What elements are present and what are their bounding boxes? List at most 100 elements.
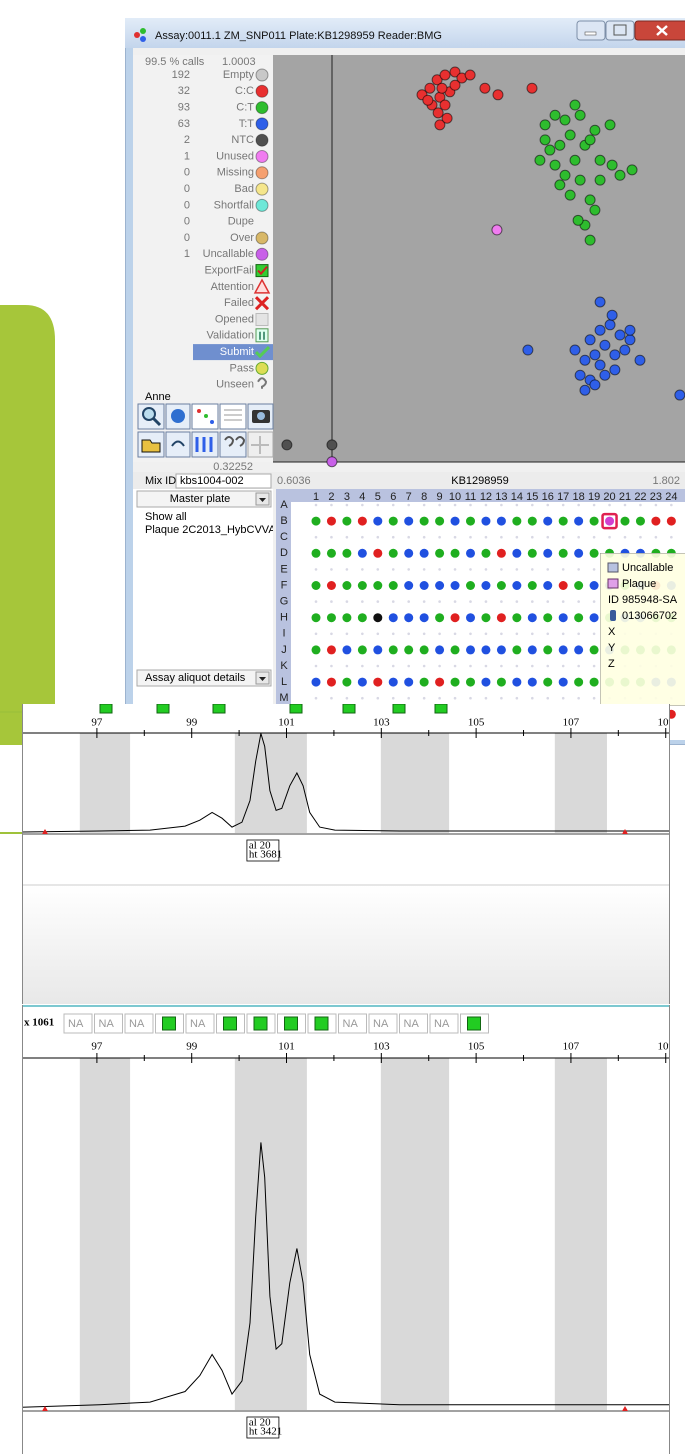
well[interactable] — [527, 548, 537, 558]
status-label[interactable]: Unseen — [216, 379, 254, 391]
well[interactable] — [496, 548, 506, 558]
well[interactable] — [388, 613, 398, 623]
well[interactable] — [543, 613, 553, 623]
plate-list-item[interactable]: Plaque 2C2013_HybCVVA — [145, 524, 276, 536]
well[interactable] — [435, 677, 445, 687]
well[interactable] — [481, 645, 491, 655]
well[interactable] — [450, 581, 460, 590]
well[interactable] — [512, 516, 522, 526]
well[interactable] — [419, 548, 429, 558]
status-label[interactable]: ExportFail — [204, 265, 254, 277]
well[interactable] — [404, 677, 414, 687]
well[interactable] — [666, 516, 676, 526]
well[interactable] — [357, 516, 367, 526]
well[interactable] — [466, 548, 475, 558]
well[interactable] — [342, 613, 352, 623]
well[interactable] — [527, 677, 537, 687]
status-label[interactable]: Validation — [207, 330, 255, 342]
well[interactable] — [589, 645, 599, 655]
well[interactable] — [388, 548, 398, 558]
well[interactable] — [512, 677, 522, 687]
report-button[interactable] — [219, 403, 247, 430]
well[interactable] — [466, 613, 475, 623]
well[interactable] — [512, 645, 522, 655]
undo-button[interactable] — [165, 431, 191, 458]
pass-cell[interactable] — [162, 1016, 176, 1031]
plate-dropdown[interactable] — [136, 490, 272, 508]
well[interactable] — [342, 677, 352, 687]
well[interactable] — [435, 645, 445, 655]
well[interactable] — [326, 677, 336, 687]
status-label[interactable]: Pass — [230, 362, 255, 374]
well[interactable] — [466, 516, 475, 526]
status-label[interactable]: Attention — [211, 281, 254, 293]
header-cell[interactable] — [338, 1013, 367, 1034]
well[interactable] — [574, 581, 584, 590]
query-button[interactable] — [219, 431, 247, 458]
well[interactable] — [496, 613, 506, 623]
well[interactable] — [605, 516, 615, 526]
well[interactable] — [419, 581, 429, 590]
well[interactable] — [527, 613, 537, 623]
pass-cell[interactable] — [223, 1016, 237, 1031]
well[interactable] — [357, 677, 367, 687]
well[interactable] — [326, 613, 336, 623]
well[interactable] — [512, 613, 522, 623]
well[interactable] — [589, 516, 599, 526]
well[interactable] — [574, 548, 584, 558]
well[interactable] — [527, 516, 537, 526]
well[interactable] — [512, 581, 522, 590]
header-cell[interactable] — [399, 1013, 428, 1034]
well[interactable] — [357, 645, 367, 655]
well[interactable] — [435, 613, 445, 623]
well[interactable] — [589, 581, 599, 590]
header-cell[interactable] — [63, 1013, 93, 1034]
well[interactable] — [404, 613, 414, 623]
header-cell[interactable] — [124, 1013, 154, 1034]
well[interactable] — [574, 645, 584, 655]
status-label[interactable]: Opened — [215, 313, 254, 325]
well[interactable] — [466, 645, 475, 655]
plate-list-item[interactable]: Show all — [145, 511, 187, 523]
well[interactable] — [388, 581, 398, 590]
well[interactable] — [543, 516, 553, 526]
well[interactable] — [527, 581, 537, 590]
minimize-button[interactable] — [576, 20, 606, 41]
well[interactable] — [651, 516, 661, 526]
well[interactable] — [450, 677, 460, 687]
well[interactable] — [574, 613, 584, 623]
well[interactable] — [574, 516, 584, 526]
well[interactable] — [558, 677, 568, 687]
well[interactable] — [435, 548, 445, 558]
details-dropdown[interactable] — [136, 669, 272, 687]
well[interactable] — [620, 516, 630, 526]
well[interactable] — [527, 645, 537, 655]
well[interactable] — [543, 581, 553, 590]
pass-cell[interactable] — [467, 1016, 481, 1031]
well[interactable] — [311, 516, 321, 526]
well[interactable] — [466, 677, 475, 687]
well[interactable] — [512, 548, 522, 558]
well[interactable] — [589, 548, 599, 558]
well[interactable] — [450, 645, 460, 655]
well[interactable] — [357, 613, 367, 623]
well[interactable] — [373, 677, 383, 687]
header-cell[interactable] — [368, 1013, 398, 1034]
well[interactable] — [404, 645, 414, 655]
well[interactable] — [311, 677, 321, 687]
mix-id-input[interactable] — [175, 473, 272, 489]
well[interactable] — [311, 581, 321, 590]
pass-cell[interactable] — [253, 1016, 268, 1031]
well[interactable] — [496, 677, 506, 687]
well[interactable] — [481, 613, 491, 623]
well[interactable] — [404, 516, 414, 526]
pass-cell[interactable] — [284, 1016, 298, 1031]
well[interactable] — [558, 645, 568, 655]
well[interactable] — [450, 548, 460, 558]
well[interactable] — [342, 516, 352, 526]
well[interactable] — [558, 581, 568, 590]
well[interactable] — [357, 548, 367, 558]
well[interactable] — [558, 613, 568, 623]
well[interactable] — [311, 645, 321, 655]
well[interactable] — [326, 645, 336, 655]
